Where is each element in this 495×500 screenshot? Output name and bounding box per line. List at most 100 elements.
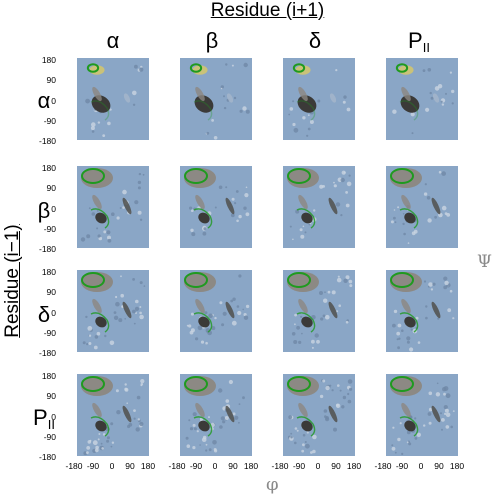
density-speck: [394, 451, 397, 454]
density-speck: [139, 311, 142, 315]
density-speck: [298, 340, 302, 344]
density-speck: [341, 405, 345, 409]
density-speck: [310, 451, 313, 454]
x-tick: 90: [331, 461, 341, 471]
density-speck: [437, 317, 440, 320]
density-speck: [213, 136, 218, 140]
density-speck: [401, 452, 404, 455]
density-speck: [236, 305, 240, 308]
x-tick: 180: [140, 461, 156, 471]
density-speck: [445, 92, 447, 95]
density-speck: [238, 421, 240, 424]
density-speck: [449, 71, 452, 74]
density-speck: [292, 238, 294, 241]
density-speck: [308, 223, 311, 226]
ramachandran-panel-r4-c4: [386, 374, 458, 456]
density-speck: [325, 314, 330, 320]
row-axis-title: Residue (i−1): [2, 224, 23, 338]
bridge-region: [92, 402, 102, 418]
density-speck: [224, 416, 229, 420]
density-speck: [441, 171, 446, 176]
y-tick: 180: [41, 163, 56, 173]
density-speck: [190, 228, 194, 232]
density-speck: [219, 425, 223, 429]
density-speck: [305, 443, 310, 449]
density-speck: [218, 185, 223, 190]
ramachandran-panel-r1-c1: [77, 58, 149, 140]
density-speck: [139, 306, 142, 308]
density-speck: [124, 388, 129, 392]
alpha-basin: [404, 420, 416, 432]
density-speck: [220, 87, 223, 90]
density-speck: [92, 440, 98, 446]
density-speck: [86, 451, 89, 454]
density-speck: [399, 422, 402, 425]
density-speck: [411, 132, 414, 135]
density-speck: [243, 315, 249, 320]
bridge-region: [401, 402, 411, 418]
density-speck: [293, 127, 299, 133]
density-speck: [440, 100, 443, 103]
y-tick: 180: [41, 371, 56, 381]
beta-contour: [81, 376, 105, 392]
beta-contour: [81, 272, 105, 288]
density-speck: [206, 131, 210, 135]
density-speck: [242, 308, 244, 311]
density-speck: [397, 206, 400, 209]
density-speck: [88, 207, 91, 210]
density-speck: [346, 181, 352, 187]
alpha-basin: [400, 95, 420, 113]
density-speck: [447, 308, 452, 313]
panel-background: [180, 58, 252, 140]
density-speck: [223, 95, 225, 98]
density-speck: [208, 416, 210, 419]
density-speck: [188, 324, 192, 328]
density-speck: [335, 202, 341, 207]
panel-plot: [386, 166, 458, 248]
beta-contour: [390, 376, 414, 392]
density-speck: [109, 108, 112, 111]
density-speck: [87, 326, 93, 331]
density-speck: [245, 186, 248, 189]
density-speck: [211, 326, 216, 331]
alpha-contour: [193, 312, 213, 333]
alpha-contour: [399, 312, 419, 333]
panel-plot: [77, 374, 149, 456]
density-speck: [94, 448, 99, 453]
density-speck: [214, 206, 217, 209]
alpha-contour: [90, 100, 110, 121]
density-speck: [228, 379, 233, 385]
beta-contour: [86, 63, 100, 73]
alpha-basin: [198, 316, 210, 328]
density-speck: [451, 102, 454, 105]
density-speck: [290, 432, 293, 435]
density-speck: [243, 62, 248, 68]
density-speck: [137, 210, 142, 215]
y-tick: 0: [51, 96, 56, 106]
density-speck: [423, 280, 427, 283]
bridge-region: [401, 194, 411, 210]
density-speck: [397, 437, 401, 442]
row-header-pii: PII: [33, 405, 55, 432]
density-speck: [402, 222, 405, 226]
left-handed-region: [122, 301, 132, 319]
panel-plot: [386, 270, 458, 352]
y-tick: 90: [46, 391, 56, 401]
density-speck: [438, 170, 442, 174]
density-speck: [188, 419, 191, 422]
alpha-contour: [90, 416, 110, 437]
alpha-basin: [301, 316, 313, 328]
density-speck: [413, 229, 418, 234]
alpha-contour: [296, 208, 316, 229]
density-speck: [133, 322, 136, 325]
density-speck: [85, 98, 90, 104]
density-speck: [338, 304, 341, 307]
bridge-region: [195, 194, 205, 210]
density-speck: [398, 337, 401, 340]
panel-plot: [77, 270, 149, 352]
ramachandran-panel-r2-c1: [77, 166, 149, 248]
density-speck: [443, 405, 448, 410]
bridge-region: [92, 194, 102, 210]
bridge-region: [298, 402, 308, 418]
density-speck: [142, 173, 145, 176]
